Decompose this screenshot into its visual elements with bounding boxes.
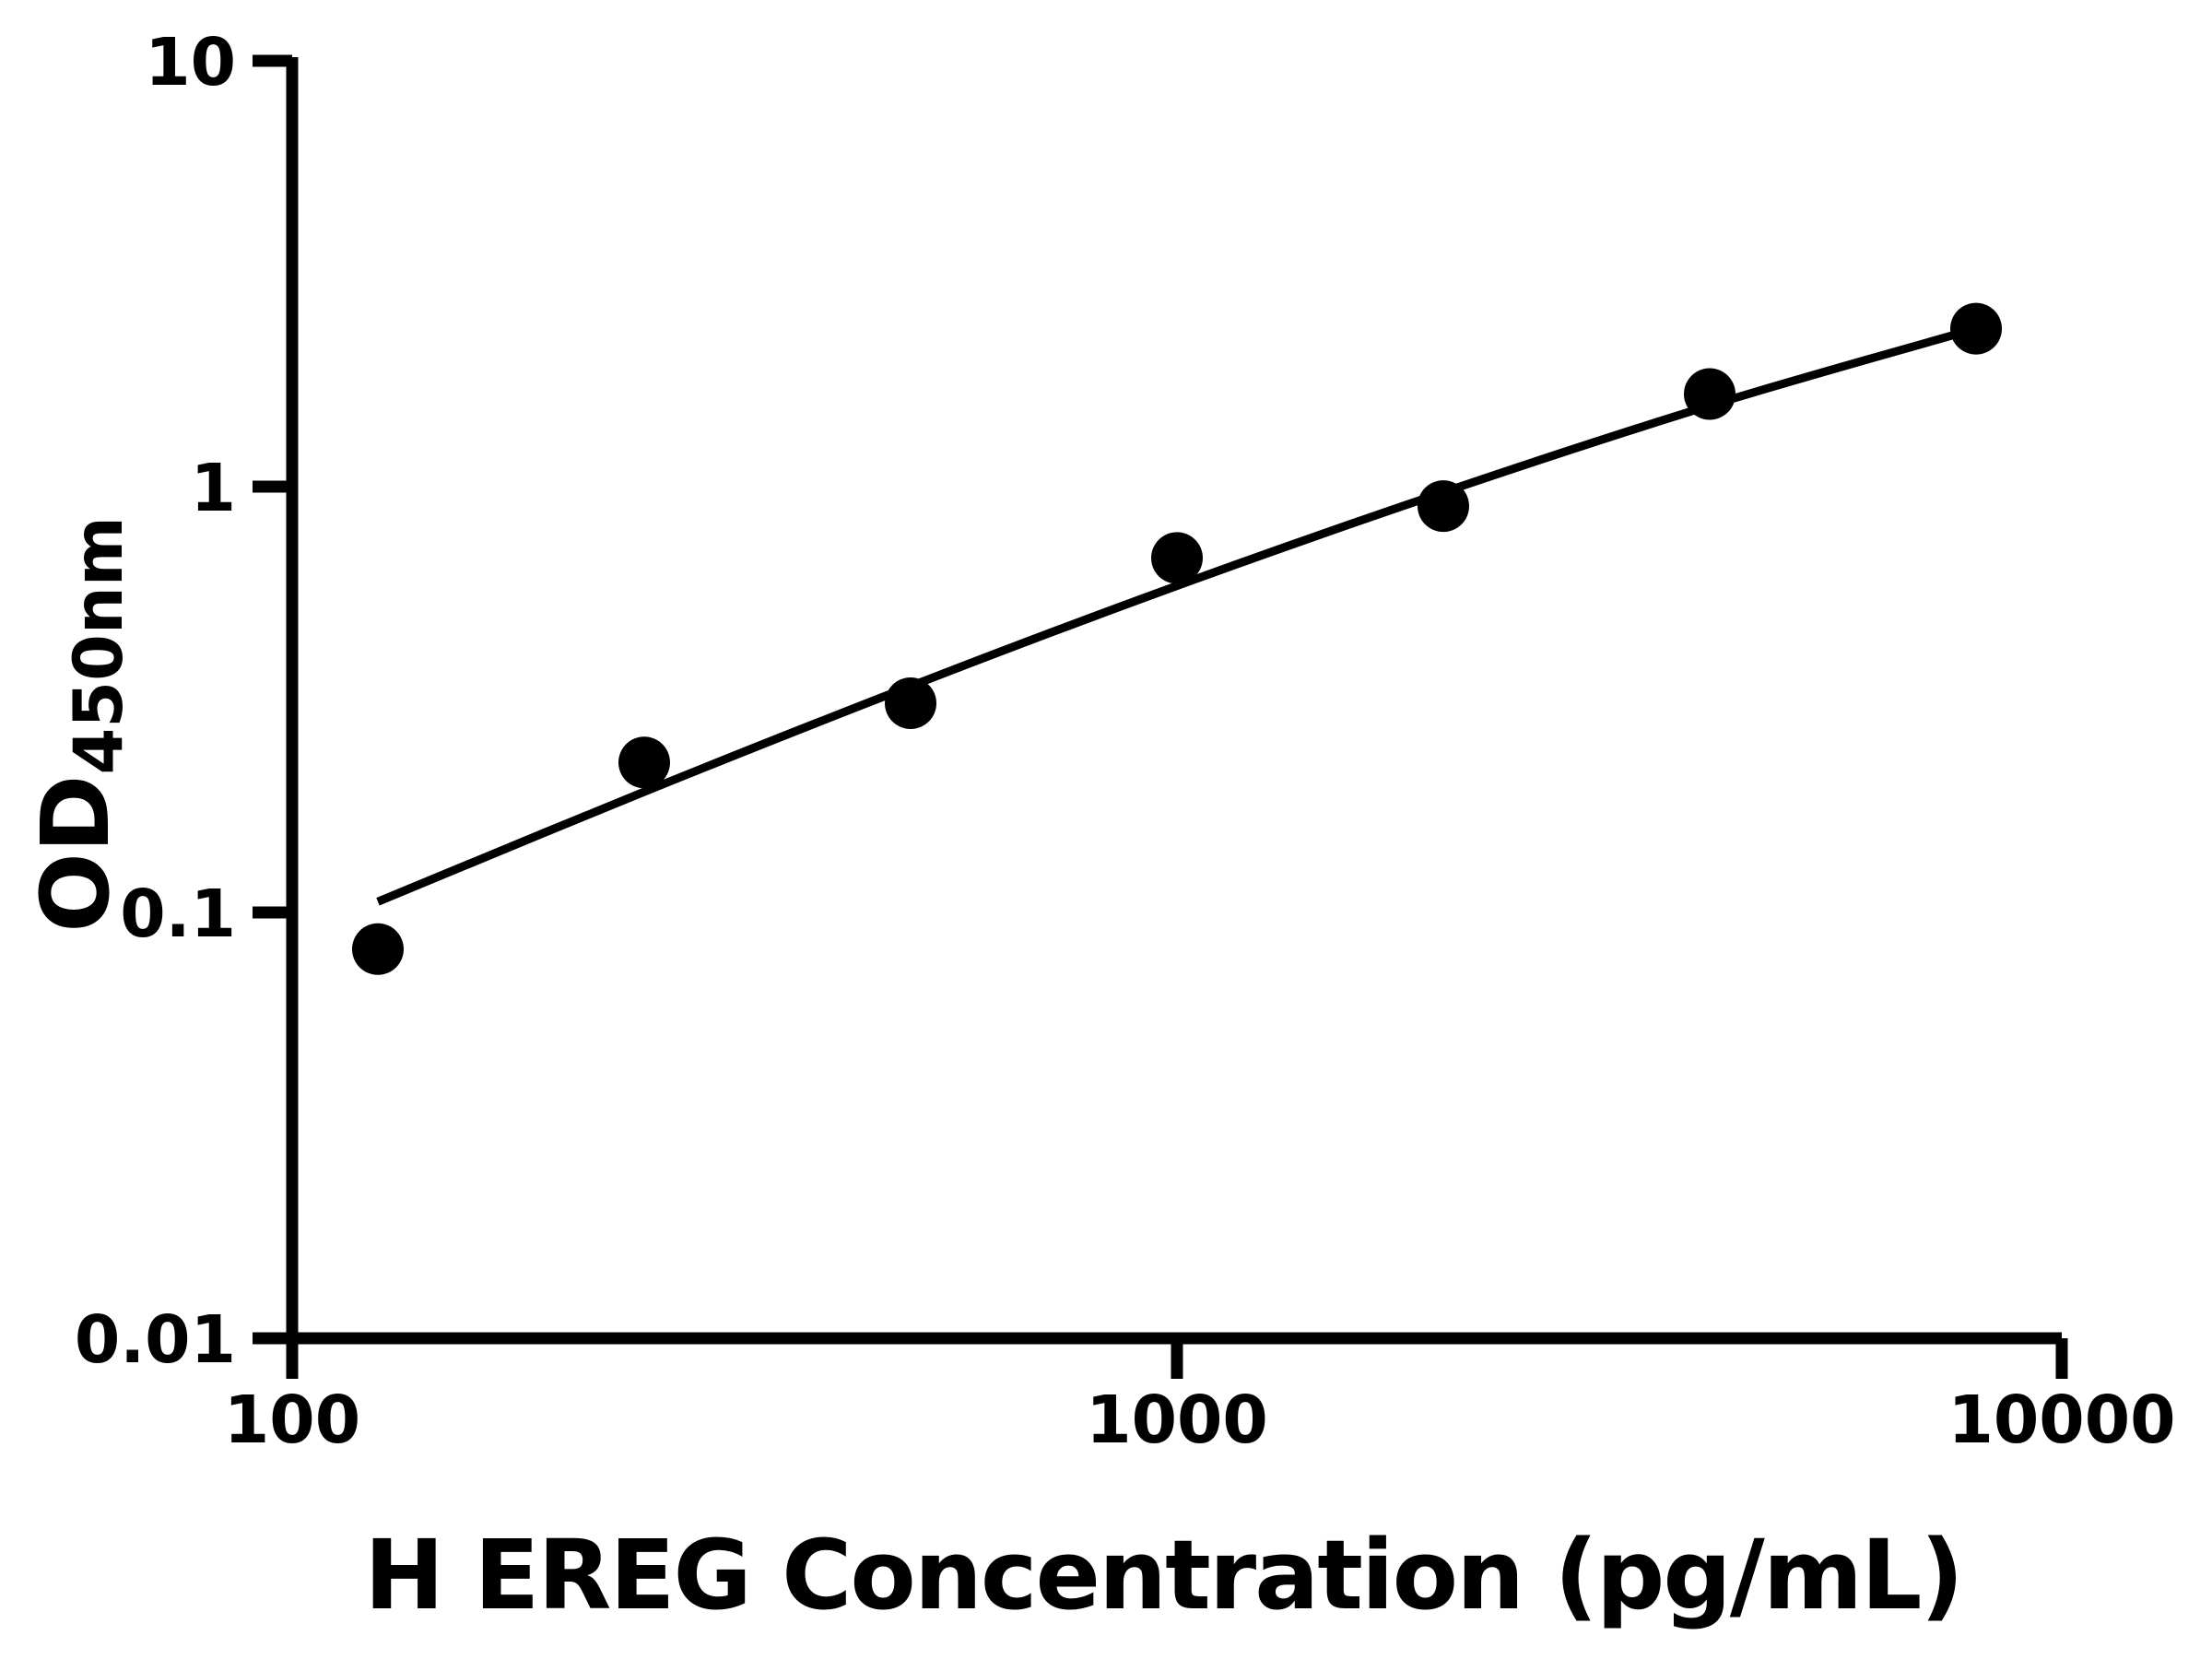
x-tick-label: 100 (224, 1382, 360, 1458)
x-tick-label: 10000 (1947, 1382, 2175, 1458)
x-axis-title: H EREG Concentration (pg/mL) (364, 1519, 1962, 1631)
y-axis-title-subscript: 450nm (60, 516, 138, 774)
x-tick-label: 1000 (1086, 1382, 1268, 1458)
data-point-marker (885, 677, 936, 729)
y-tick-label: 10 (145, 24, 236, 100)
data-point-marker (1151, 532, 1203, 584)
y-tick-label: 1 (191, 450, 236, 526)
y-axis-title: OD450nm (21, 516, 138, 933)
data-point-marker (352, 923, 404, 975)
data-point-marker (1684, 368, 1735, 420)
curve-layer (376, 324, 1978, 906)
axes-layer (253, 57, 2062, 1379)
data-point-marker (618, 736, 670, 789)
y-tick-label: 0.1 (120, 876, 236, 952)
y-tick-label: 0.01 (75, 1301, 236, 1378)
data-point-marker (1950, 302, 2002, 355)
fit-curve-line (376, 324, 1978, 906)
points-layer (352, 302, 2002, 975)
data-point-marker (1418, 480, 1469, 533)
y-axis-title-main: OD (21, 775, 131, 933)
